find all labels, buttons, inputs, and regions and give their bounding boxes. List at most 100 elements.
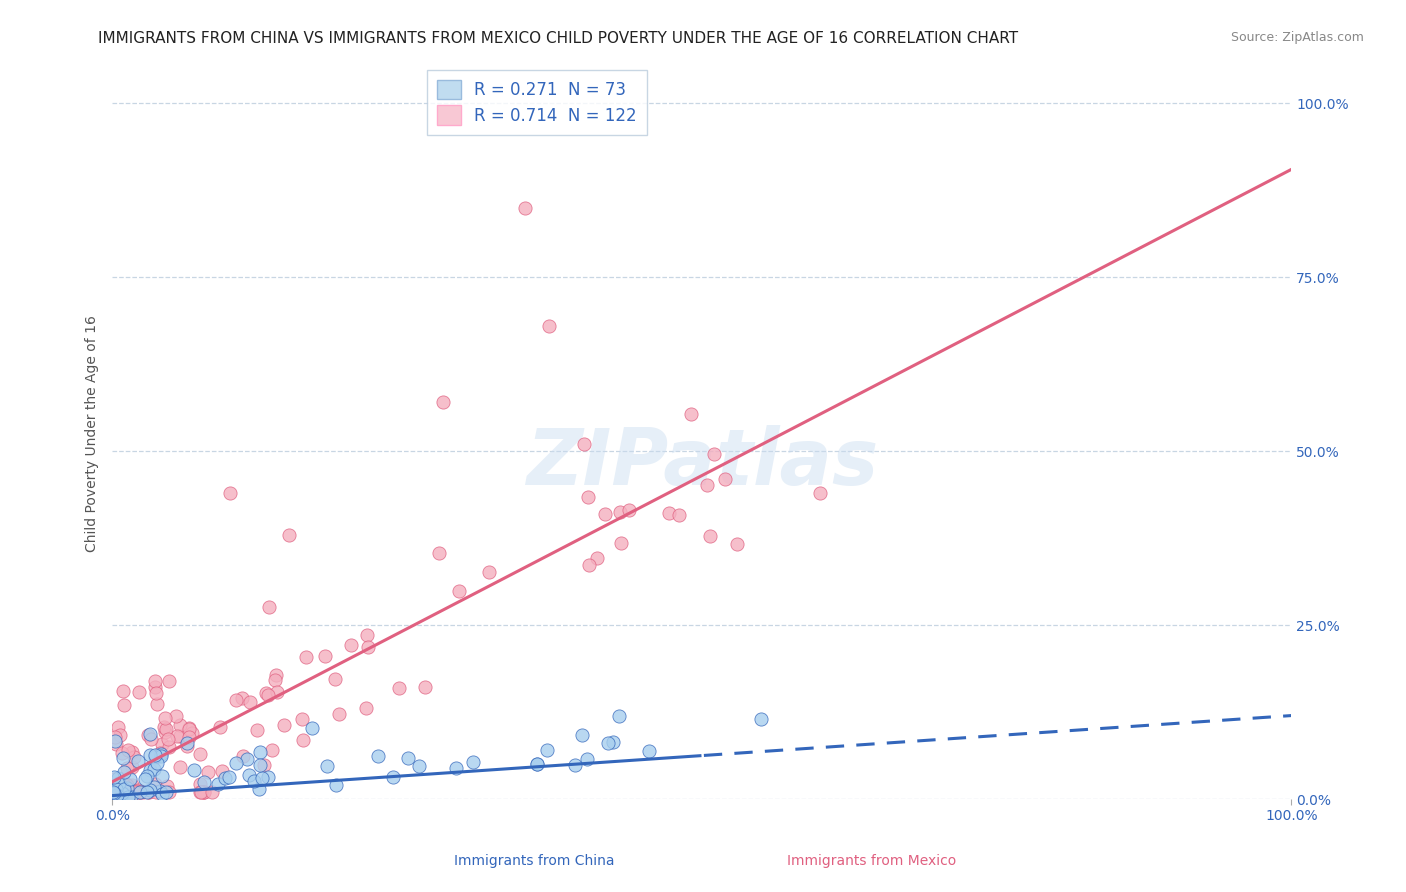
Point (381, 770, 404, 784)
Point (236, 752, 259, 766)
Point (124, 785, 146, 799)
Point (602, 735, 624, 749)
Point (145, 686, 167, 700)
Point (749, 712, 772, 726)
Point (193, 774, 215, 789)
Point (139, 783, 162, 797)
Point (679, 407, 702, 421)
Point (463, 755, 485, 769)
Point (136, 769, 159, 783)
Point (143, 750, 166, 764)
Point (176, 736, 198, 750)
Point (111, 785, 134, 799)
Point (301, 722, 323, 736)
Point (169, 718, 191, 732)
Point (211, 764, 233, 778)
Text: Immigrants from Mexico: Immigrants from Mexico (787, 854, 956, 868)
Point (247, 781, 270, 796)
Point (354, 701, 377, 715)
Point (328, 706, 350, 721)
Point (513, 201, 536, 215)
Point (218, 771, 240, 785)
Point (149, 748, 172, 763)
Point (122, 750, 145, 764)
Point (254, 685, 277, 699)
Point (157, 740, 180, 755)
Point (596, 736, 619, 750)
Point (179, 721, 201, 735)
Point (696, 478, 718, 492)
Point (526, 756, 548, 771)
Point (111, 746, 134, 760)
Point (264, 668, 287, 682)
Point (290, 712, 312, 726)
Point (256, 770, 278, 784)
Point (128, 785, 150, 799)
Point (120, 789, 142, 804)
Point (112, 781, 135, 796)
Point (427, 546, 450, 560)
Point (585, 551, 607, 566)
Point (278, 527, 301, 541)
Point (295, 650, 318, 665)
Point (325, 778, 347, 792)
Point (193, 785, 215, 799)
Point (141, 732, 163, 747)
Point (314, 649, 336, 664)
Point (177, 730, 200, 744)
Point (232, 749, 254, 764)
Point (169, 760, 191, 774)
Point (117, 743, 139, 757)
Point (110, 785, 132, 799)
Point (155, 722, 177, 736)
Text: Immigrants from China: Immigrants from China (454, 854, 614, 868)
Point (112, 698, 135, 713)
Point (155, 785, 177, 799)
Point (115, 778, 138, 792)
Point (207, 777, 229, 791)
Point (188, 777, 211, 791)
Point (246, 723, 269, 738)
Y-axis label: Child Poverty Under the Age of 16: Child Poverty Under the Age of 16 (86, 316, 100, 552)
Point (243, 773, 266, 788)
Point (188, 785, 211, 799)
Point (266, 685, 288, 699)
Point (703, 447, 725, 461)
Point (413, 680, 436, 694)
Point (808, 486, 831, 500)
Point (136, 785, 159, 799)
Point (176, 739, 198, 753)
Point (291, 732, 314, 747)
Point (139, 747, 162, 762)
Point (537, 318, 560, 333)
Point (146, 756, 169, 771)
Point (128, 685, 150, 699)
Point (112, 684, 135, 698)
Point (323, 672, 346, 686)
Point (153, 725, 176, 739)
Point (117, 781, 139, 796)
Point (699, 529, 721, 543)
Point (139, 763, 162, 777)
Point (208, 719, 231, 733)
Point (111, 787, 134, 801)
Point (112, 765, 135, 780)
Point (110, 785, 132, 799)
Point (105, 788, 128, 802)
Point (104, 785, 127, 799)
Point (125, 784, 148, 798)
Point (121, 778, 143, 792)
Point (127, 785, 149, 799)
Point (153, 711, 176, 725)
Point (201, 785, 224, 799)
Point (149, 747, 172, 761)
Point (193, 785, 215, 799)
Point (564, 757, 586, 772)
Point (150, 737, 173, 751)
Text: ZIPatlas: ZIPatlas (526, 425, 877, 501)
Point (157, 785, 180, 799)
Point (607, 709, 630, 723)
Point (103, 772, 125, 787)
Point (143, 762, 166, 776)
Point (138, 785, 160, 799)
